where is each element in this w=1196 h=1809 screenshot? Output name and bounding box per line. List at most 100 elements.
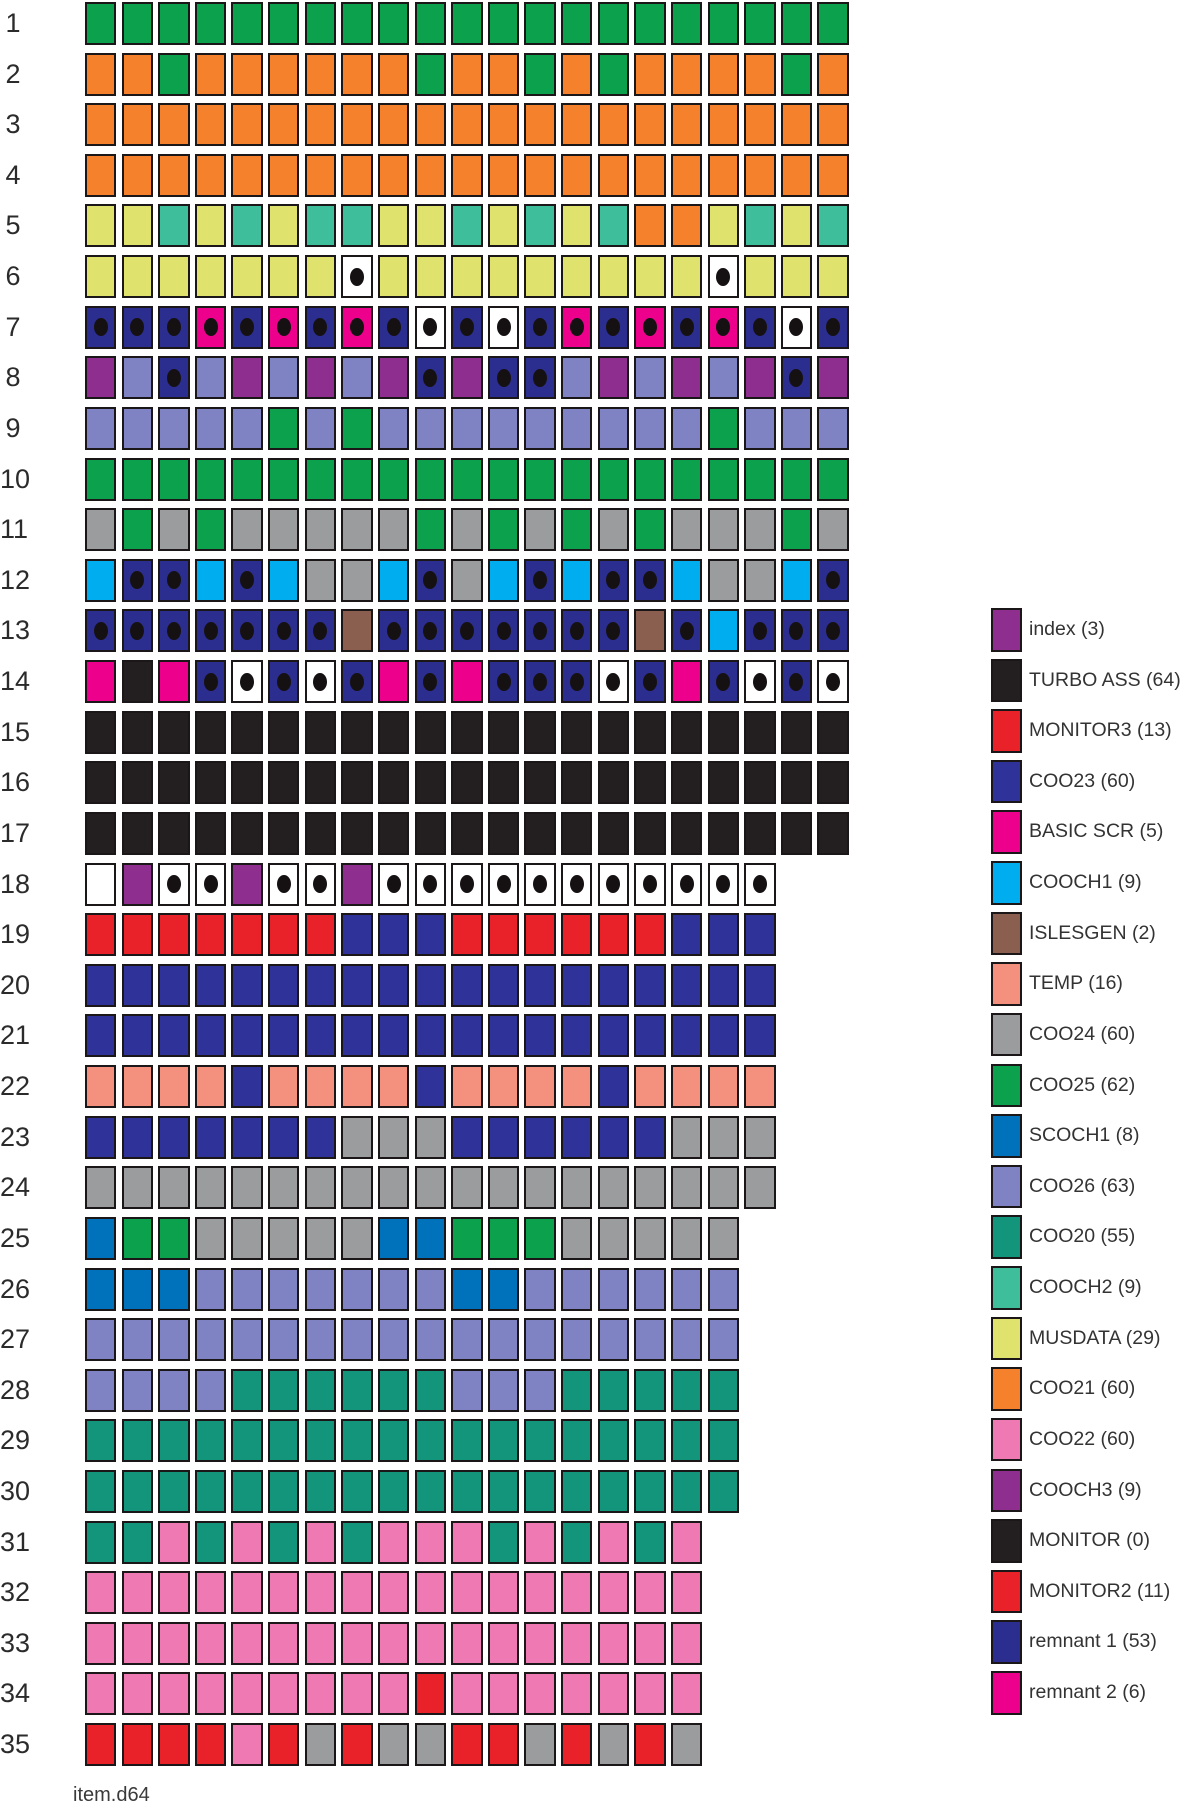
- sector-COO26: [670, 1318, 703, 1362]
- sector-COO20: [670, 1368, 703, 1412]
- sector-free: [451, 862, 483, 906]
- sector-COO21: [707, 103, 739, 147]
- sector-COO24: [194, 1166, 227, 1210]
- legend-label: COO23 (60): [1029, 769, 1136, 792]
- sector-COO25: [634, 457, 666, 501]
- sector-remnant-1: [451, 609, 483, 653]
- sector-COO23: [158, 1115, 190, 1159]
- sector-dot: [606, 571, 621, 590]
- sector-COO21: [414, 153, 446, 197]
- sector-dot: [166, 571, 181, 590]
- sector-COO23: [561, 1115, 593, 1159]
- sector-COO26: [194, 1318, 227, 1362]
- sector-TURBO-ASS: [85, 761, 117, 805]
- track-row-32: 32: [0, 1571, 1196, 1615]
- sector-COO24: [121, 1166, 153, 1210]
- legend-label: TEMP (16): [1029, 972, 1123, 995]
- sector-COO25: [121, 1216, 153, 1260]
- sector-COO24: [341, 558, 373, 602]
- sector-COO23: [158, 1014, 190, 1058]
- track-number-label: 11: [0, 514, 29, 545]
- sector-COO24: [744, 558, 776, 602]
- track-row-19: 19: [0, 913, 1196, 957]
- track-number-label: 35: [0, 1729, 31, 1760]
- sector-COO23: [670, 1014, 703, 1058]
- sector-COO23: [634, 1115, 666, 1159]
- sector-remnant-1: [744, 305, 776, 349]
- sector-MUSDATA: [817, 255, 849, 299]
- sector-COO26: [561, 356, 593, 400]
- track-row-4: 4: [0, 153, 1196, 197]
- sector-TURBO-ASS: [377, 761, 410, 805]
- sector-MUSDATA: [451, 255, 483, 299]
- sector-COO22: [597, 1672, 630, 1716]
- sector-TURBO-ASS: [597, 710, 630, 754]
- track-row-11: 11: [0, 508, 1196, 552]
- sector-COO21: [377, 103, 410, 147]
- sector-COO23: [707, 913, 739, 957]
- sector-COO20: [707, 1419, 739, 1463]
- sector-COO22: [121, 1672, 153, 1716]
- track-number-label: 12: [0, 564, 31, 595]
- sector-dot: [276, 318, 291, 337]
- sector-COO24: [85, 1166, 117, 1210]
- sector-free: [377, 862, 410, 906]
- sector-COO21: [158, 103, 190, 147]
- sector-COO25: [817, 457, 849, 501]
- sector-COO22: [524, 1621, 556, 1665]
- sector-remnant-1: [231, 305, 263, 349]
- sector-COO21: [597, 103, 630, 147]
- sector-COO26: [121, 1368, 153, 1412]
- sector-COO23: [158, 963, 190, 1007]
- sector-free: [744, 660, 776, 704]
- sector-COO25: [780, 508, 813, 552]
- sector-COO23: [524, 1014, 556, 1058]
- track-number-label: 24: [0, 1172, 31, 1203]
- sector-COO26: [158, 406, 190, 450]
- sector-COO22: [158, 1571, 190, 1615]
- sector-COO25: [597, 457, 630, 501]
- sector-dot: [642, 318, 657, 337]
- sector-remnant-1: [524, 356, 556, 400]
- sector-dot: [826, 672, 841, 691]
- sector-TURBO-ASS: [451, 761, 483, 805]
- sector-COO20: [597, 1419, 630, 1463]
- sector-COO26: [377, 1267, 410, 1311]
- sector-COO23: [597, 963, 630, 1007]
- sector-COO26: [85, 1368, 117, 1412]
- legend-label: BASIC SCR (5): [1029, 820, 1164, 843]
- sector-COOCH1: [85, 558, 117, 602]
- sector-COO25: [634, 508, 666, 552]
- sector-TURBO-ASS: [744, 811, 776, 855]
- sector-COO23: [597, 1065, 630, 1109]
- track-number-label: 32: [0, 1577, 31, 1608]
- sector-COO23: [451, 1014, 483, 1058]
- track-number-label: 19: [0, 919, 31, 950]
- sector-COO25: [561, 508, 593, 552]
- sector-COOCH1: [268, 558, 300, 602]
- sector-COO23: [85, 1115, 117, 1159]
- sector-remnant-1: [597, 305, 630, 349]
- sector-dot: [716, 875, 731, 894]
- sector-COO26: [304, 1267, 337, 1311]
- sector-TURBO-ASS: [231, 761, 263, 805]
- sector-remnant-1: [780, 609, 813, 653]
- sector-free: [597, 660, 630, 704]
- sector-dot: [496, 875, 511, 894]
- sector-free: [561, 862, 593, 906]
- track-number-label: 33: [0, 1627, 31, 1658]
- sector-COO26: [268, 1267, 300, 1311]
- track-row-24: 24: [0, 1166, 1196, 1210]
- sector-COO23: [744, 963, 776, 1007]
- sector-COO20: [341, 1520, 373, 1564]
- sector-COO21: [707, 153, 739, 197]
- sector-COO25: [561, 457, 593, 501]
- sector-remnant-1: [158, 609, 190, 653]
- legend-swatch: [991, 1468, 1023, 1513]
- sector-COO20: [231, 1419, 263, 1463]
- sector-COO22: [414, 1520, 446, 1564]
- sector-COO20: [341, 1368, 373, 1412]
- sector-TURBO-ASS: [561, 710, 593, 754]
- sector-COO23: [670, 913, 703, 957]
- sector-COO24: [707, 1216, 739, 1260]
